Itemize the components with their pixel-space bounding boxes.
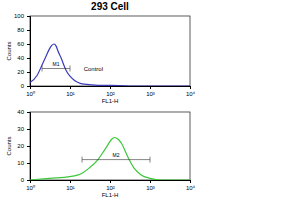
gate-end (42, 66, 43, 72)
y-tick-mark (27, 129, 30, 130)
x-tick-mark (150, 180, 151, 183)
gate-label: M1 (53, 61, 60, 67)
x-tick-label: 10⁰ (26, 90, 35, 97)
y-tick-mark (27, 146, 30, 147)
y-axis: 0 10 20 30 40 (17, 109, 30, 183)
y-tick: 80 (17, 27, 30, 33)
x-tick-label: 10³ (146, 185, 155, 191)
x-axis-title: FL1-H (102, 98, 119, 104)
y-axis: 0 20 40 60 80 100 (14, 13, 31, 89)
x-tick: 10¹ (66, 86, 75, 97)
x-axis: 10⁰ 10¹ 10² 10³ 10⁴ (26, 180, 195, 191)
gate-end (82, 157, 83, 163)
gate-label: M2 (113, 152, 120, 158)
y-tick-label: 0 (21, 177, 25, 183)
gate-line (82, 159, 150, 160)
marks (30, 44, 190, 86)
y-tick-mark (27, 112, 30, 113)
y-tick: 30 (17, 126, 30, 132)
y-axis-title: Counts (6, 136, 12, 155)
x-tick-label: 10¹ (66, 185, 75, 191)
y-tick: 40 (17, 55, 30, 61)
x-tick: 10² (106, 180, 115, 191)
x-tick: 10² (106, 86, 115, 97)
y-tick: 0 (21, 83, 30, 89)
marks (30, 138, 190, 181)
y-tick-mark (27, 16, 30, 17)
y-tick-label: 10 (17, 160, 24, 166)
x-tick-mark (70, 180, 71, 183)
y-tick-mark (27, 30, 30, 31)
gate-line (42, 68, 70, 69)
x-tick-label: 10¹ (66, 91, 75, 97)
x-axis-line (31, 181, 191, 184)
x-tick-label: 10² (106, 91, 115, 97)
y-tick-label: 40 (17, 109, 24, 115)
y-tick: 20 (17, 69, 30, 75)
x-tick-mark (110, 180, 111, 183)
x-tick: 10¹ (66, 180, 75, 191)
x-tick-mark (190, 180, 191, 183)
y-tick-mark (27, 86, 30, 87)
histogram-line (30, 138, 190, 181)
x-tick: 10⁴ (186, 86, 196, 97)
y-tick-label: 30 (17, 126, 24, 132)
y-tick: 20 (17, 143, 30, 149)
x-tick-label: 10² (106, 185, 115, 191)
x-axis: 10⁰ 10¹ 10² 10³ 10⁴ (26, 86, 195, 97)
x-tick-mark (70, 86, 71, 89)
chart: 10⁰10¹10²10³10⁴020406080100FL1-HCountsM1… (0, 0, 300, 200)
x-tick: 10⁰ (26, 180, 35, 191)
y-tick-mark (27, 163, 30, 164)
y-tick: 0 (21, 177, 30, 183)
x-tick-mark (150, 86, 151, 89)
x-tick: 10⁴ (186, 180, 196, 191)
x-tick: 10⁰ (26, 86, 35, 97)
x-tick-mark (190, 86, 191, 89)
x-tick-label: 10⁰ (26, 184, 35, 191)
x-tick-label: 10⁴ (186, 91, 196, 97)
x-tick: 10³ (146, 180, 155, 191)
x-tick: 10³ (146, 86, 155, 97)
panel: 10⁰ 10¹ 10² 10³ 10⁴ 0 20 40 60 80 100 FL1-H Counts M1… (6, 13, 196, 104)
gate-end (70, 66, 71, 72)
y-tick-label: 20 (17, 69, 24, 75)
plot-frame (30, 16, 190, 86)
title: 293 Cell (91, 1, 129, 12)
histogram-line (30, 44, 190, 86)
y-tick-label: 20 (17, 143, 24, 149)
gate-end (150, 157, 151, 163)
y-tick-label: 80 (17, 27, 24, 33)
x-axis-title: FL1-H (102, 192, 119, 198)
y-tick: 10 (17, 160, 30, 166)
y-tick-mark (27, 180, 30, 181)
y-axis-line (27, 113, 31, 181)
panel: 10⁰ 10¹ 10² 10³ 10⁴ 0 10 20 30 40 FL1-H Counts M2 (6, 109, 196, 198)
plot-frame (30, 112, 190, 180)
y-tick-mark (27, 44, 30, 45)
y-tick-mark (27, 58, 30, 59)
y-tick-label: 100 (14, 13, 25, 19)
x-tick-label: 10⁴ (186, 185, 196, 191)
y-axis-line (27, 17, 31, 87)
annotation: Control (84, 66, 103, 72)
y-tick: 40 (17, 109, 30, 115)
y-tick: 100 (14, 13, 30, 19)
x-tick-mark (110, 86, 111, 89)
y-tick-label: 40 (17, 55, 24, 61)
x-tick-label: 10³ (146, 91, 155, 97)
y-tick-mark (27, 72, 30, 73)
y-tick: 60 (17, 41, 30, 47)
x-axis-line (31, 87, 191, 90)
y-axis-title: Counts (6, 41, 12, 60)
y-tick-label: 60 (17, 41, 24, 47)
y-tick-label: 0 (21, 83, 25, 89)
